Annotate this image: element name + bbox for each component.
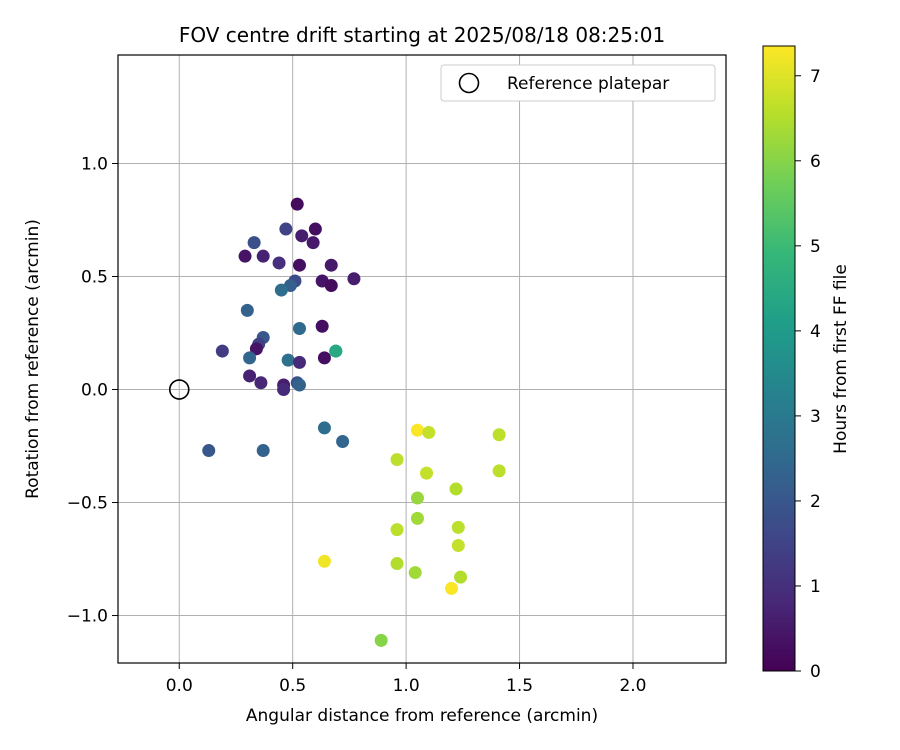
x-tick-label: 1.0 xyxy=(393,676,420,696)
x-tick-label: 2.0 xyxy=(619,676,646,696)
data-point xyxy=(492,464,506,478)
colorbar-tick-label: 4 xyxy=(810,322,821,342)
plot-frame xyxy=(117,54,727,664)
colorbar: 0 1 2 3 4 5 6 7 Hours from first FF file xyxy=(762,45,851,682)
data-point xyxy=(492,428,506,442)
data-point xyxy=(238,249,252,263)
data-point xyxy=(202,444,216,458)
colorbar-label: Hours from first FF file xyxy=(831,264,851,454)
data-point xyxy=(240,303,254,317)
data-point xyxy=(374,633,388,647)
y-tick-label: 0.5 xyxy=(81,268,108,288)
data-point xyxy=(247,236,261,250)
data-point xyxy=(277,383,291,397)
chart-title: FOV centre drift starting at 2025/08/18 … xyxy=(179,23,665,47)
data-point xyxy=(347,272,361,286)
data-point xyxy=(408,566,422,580)
y-tick-label: 1.0 xyxy=(81,154,108,174)
data-point xyxy=(324,258,338,272)
data-point xyxy=(451,538,465,552)
colorbar-tick-label: 7 xyxy=(810,67,821,87)
data-point xyxy=(290,197,304,211)
data-point xyxy=(292,258,306,272)
y-axis-label: Rotation from reference (arcmin) xyxy=(23,219,43,499)
colorbar-tick-label: 2 xyxy=(810,492,821,512)
data-point xyxy=(254,376,268,390)
reference-marker xyxy=(168,379,190,400)
x-tick-label: 0.0 xyxy=(166,676,193,696)
data-point xyxy=(249,342,263,356)
data-point xyxy=(317,421,331,435)
data-point xyxy=(329,344,343,358)
data-point xyxy=(390,523,404,537)
data-point xyxy=(279,222,293,236)
y-tick-label: 0.0 xyxy=(81,381,108,401)
data-point xyxy=(292,355,306,369)
data-point xyxy=(454,570,468,584)
y-axis-ticks: −1.0 −0.5 0.0 0.5 1.0 xyxy=(67,154,118,627)
data-point xyxy=(449,482,463,496)
legend-marker xyxy=(458,72,480,94)
colorbar-frame xyxy=(762,45,796,672)
grid-lines xyxy=(118,55,726,663)
x-axis-label: Angular distance from reference (arcmin) xyxy=(246,706,598,726)
data-point xyxy=(256,444,270,458)
data-point xyxy=(420,466,434,480)
data-point xyxy=(317,554,331,568)
y-tick-label: −0.5 xyxy=(67,494,108,514)
y-tick-label: −1.0 xyxy=(67,607,108,627)
data-point xyxy=(324,279,338,293)
x-axis-ticks: 0.0 0.5 1.0 1.5 2.0 xyxy=(166,663,647,696)
data-point xyxy=(295,229,309,243)
x-tick-label: 0.5 xyxy=(279,676,306,696)
data-point xyxy=(243,369,257,383)
data-point xyxy=(410,423,424,437)
data-point xyxy=(306,236,320,250)
data-point xyxy=(292,378,306,392)
data-point xyxy=(422,425,436,439)
data-point xyxy=(410,511,424,525)
data-point xyxy=(444,581,458,595)
data-point xyxy=(243,351,257,365)
data-point xyxy=(317,351,331,365)
data-point xyxy=(272,256,286,270)
colorbar-tick-label: 6 xyxy=(810,152,821,172)
data-point xyxy=(390,557,404,571)
colorbar-tick-label: 0 xyxy=(810,662,821,682)
reference-point xyxy=(168,379,190,400)
data-point xyxy=(451,520,465,534)
colorbar-tick-label: 5 xyxy=(810,237,821,257)
data-point xyxy=(308,222,322,236)
data-point xyxy=(274,283,288,297)
x-tick-label: 1.5 xyxy=(506,676,533,696)
data-point xyxy=(390,453,404,467)
data-point xyxy=(410,491,424,505)
data-point xyxy=(336,434,350,448)
legend-box xyxy=(440,64,716,102)
data-point xyxy=(256,249,270,263)
data-point xyxy=(281,353,295,367)
colorbar-ticks: 0 1 2 3 4 5 6 7 xyxy=(795,67,821,682)
data-points xyxy=(202,197,506,647)
data-point xyxy=(315,319,329,333)
legend: Reference platepar xyxy=(440,64,716,102)
data-point xyxy=(215,344,229,358)
colorbar-tick-label: 1 xyxy=(810,577,821,597)
colorbar-tick-label: 3 xyxy=(810,407,821,427)
data-point xyxy=(292,321,306,335)
legend-label: Reference platepar xyxy=(507,74,669,94)
colorbar-gradient xyxy=(763,46,795,671)
